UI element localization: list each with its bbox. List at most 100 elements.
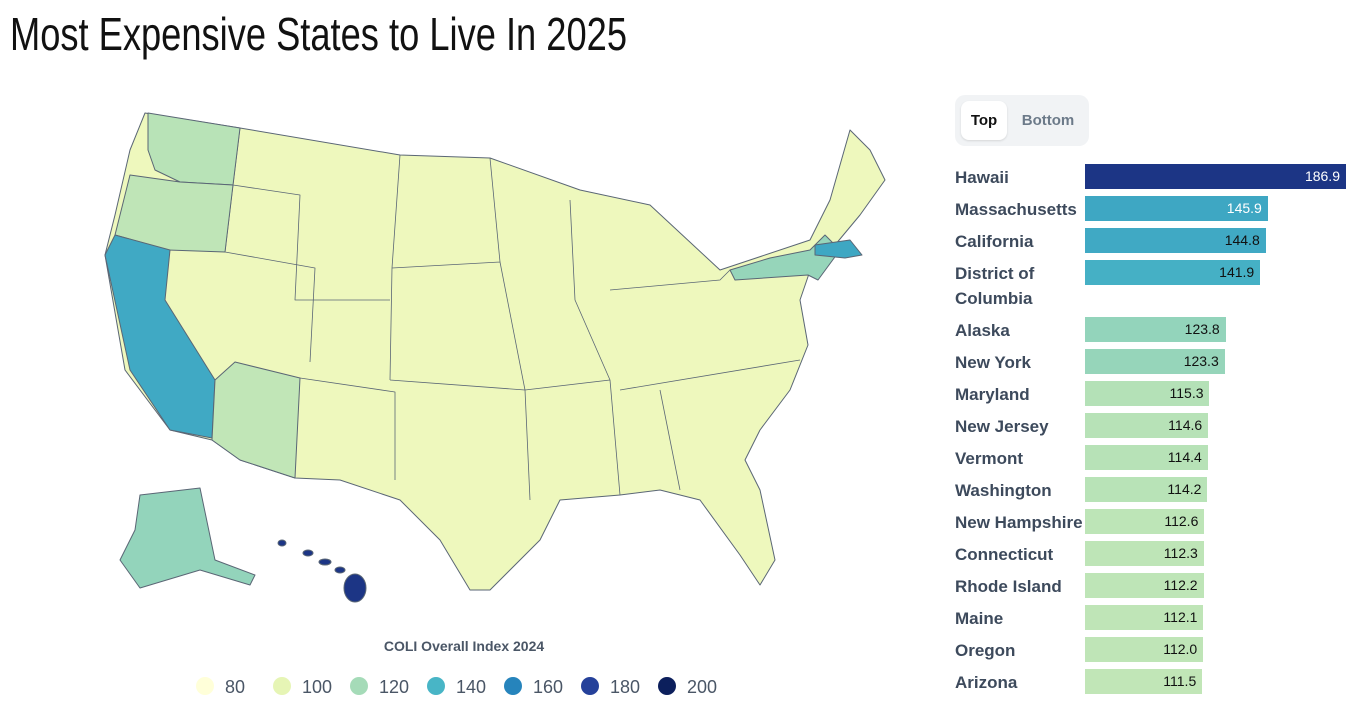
value-label: 186.9 [1304, 168, 1340, 184]
value-label: 112.6 [1164, 513, 1199, 529]
legend-swatch [196, 677, 214, 695]
ranking-row: Rhode Island 112.2 [955, 573, 1349, 599]
ranking-row: Arizona 111.5 [955, 669, 1349, 695]
ranking-row: New York 123.3 [955, 349, 1349, 375]
ranking-row: New Hampshire 112.6 [955, 509, 1349, 535]
bar-track: 141.9 [1085, 260, 1349, 285]
legend-label: 200 [687, 677, 717, 697]
bar-track: 186.9 [1085, 164, 1349, 189]
legend-label: 120 [379, 677, 409, 697]
bar [1085, 509, 1205, 534]
title-box: Most Expensive States to Live In 2025 [10, 8, 627, 60]
state-hawaii [277, 539, 367, 603]
bar-track: 123.3 [1085, 349, 1349, 374]
ranking-row: Connecticut 112.3 [955, 541, 1349, 567]
bar-track: 112.6 [1085, 509, 1349, 534]
bar [1085, 381, 1210, 406]
state-name: Maryland [955, 385, 1030, 404]
value-label: 112.2 [1163, 577, 1198, 593]
state-name: New Jersey [955, 417, 1049, 436]
tab-bottom[interactable]: Bottom [1021, 112, 1075, 129]
state-name: Rhode Island [955, 577, 1062, 596]
bar-track: 114.2 [1085, 477, 1349, 502]
value-label: 115.3 [1169, 385, 1204, 401]
bar [1085, 445, 1208, 470]
bar [1085, 477, 1208, 502]
value-label: 112.0 [1163, 641, 1198, 657]
legend-swatch [504, 677, 522, 695]
bar-track: 115.3 [1085, 381, 1349, 406]
bar [1085, 669, 1203, 694]
value-label: 123.8 [1184, 321, 1220, 337]
state-name: Vermont [955, 449, 1024, 468]
state-name: Alaska [955, 321, 1010, 340]
legend-swatch [581, 677, 599, 695]
value-label: 111.5 [1163, 673, 1197, 689]
state-name: New Hampshire [955, 513, 1083, 532]
value-label: 114.6 [1168, 417, 1203, 433]
value-label: 112.3 [1163, 545, 1198, 561]
ranking-row: New Jersey 114.6 [955, 413, 1349, 439]
bar [1085, 317, 1226, 342]
state-name: California [955, 232, 1034, 251]
ranking-list: Hawaii 186.9 Massachusetts 145.9 California 1… [955, 164, 1349, 701]
value-label: 141.9 [1219, 264, 1255, 280]
bar-track: 144.8 [1085, 228, 1349, 253]
legend-label: 100 [302, 677, 332, 697]
legend-swatch [427, 677, 445, 695]
value-label: 114.4 [1167, 449, 1202, 465]
bar-track: 112.1 [1085, 605, 1349, 630]
legend-label: 140 [456, 677, 486, 697]
ranking-row: Hawaii 186.9 [955, 164, 1349, 190]
legend-swatch [350, 677, 368, 695]
page-title: Most Expensive States to Live In 2025 [10, 8, 627, 60]
bar [1085, 541, 1204, 566]
ranking-row: District of Columbia 141.9 [955, 260, 1349, 311]
bar-track: 123.8 [1085, 317, 1349, 342]
bar-track: 112.0 [1085, 637, 1349, 662]
bar [1085, 228, 1266, 253]
legend-label: 80 [225, 677, 245, 697]
state-name: Massachusetts [955, 200, 1077, 219]
state-massachusetts [814, 239, 863, 259]
ranking-row: California 144.8 [955, 228, 1349, 254]
bar [1085, 605, 1204, 630]
bar [1085, 260, 1261, 285]
value-label: 145.9 [1226, 200, 1262, 216]
ranking-row: Alaska 123.8 [955, 317, 1349, 343]
bar-track: 111.5 [1085, 669, 1349, 694]
legend-title: COLI Overall Index 2024 [384, 638, 545, 654]
ranking-row: Vermont 114.4 [955, 445, 1349, 471]
tab-bar: Top Bottom [955, 95, 1089, 146]
ranking-row: Oregon 112.0 [955, 637, 1349, 663]
state-alaska [119, 487, 256, 589]
state-name: Washington [955, 481, 1052, 500]
ranking-row: Washington 114.2 [955, 477, 1349, 503]
bar-track: 112.2 [1085, 573, 1349, 598]
value-label: 112.1 [1163, 609, 1198, 625]
bar-track: 145.9 [1085, 196, 1349, 221]
tab-top[interactable]: Top [961, 101, 1007, 140]
bar-track: 114.6 [1085, 413, 1349, 438]
ranking-row: Maryland 115.3 [955, 381, 1349, 407]
state-name: Oregon [955, 641, 1016, 660]
state-name: Arizona [955, 673, 1018, 692]
ranking-row: Maine 112.1 [955, 605, 1349, 631]
state-name: Maine [955, 609, 1004, 628]
bar [1085, 413, 1209, 438]
bar [1085, 349, 1225, 374]
state-new-york [729, 234, 841, 281]
bar-track: 114.4 [1085, 445, 1349, 470]
legend: COLI Overall Index 2024 80 100 120 140 160 18… [196, 638, 717, 697]
state-name: Connecticut [955, 545, 1054, 564]
value-label: 144.8 [1224, 232, 1260, 248]
bar-track: 112.3 [1085, 541, 1349, 566]
bar [1085, 196, 1268, 221]
legend-swatch [658, 677, 676, 695]
state-name: District of Columbia [955, 264, 1035, 308]
state-name: Hawaii [955, 168, 1009, 187]
ranking-row: Massachusetts 145.9 [955, 196, 1349, 222]
state-name: New York [955, 353, 1031, 372]
us-map [104, 112, 886, 603]
